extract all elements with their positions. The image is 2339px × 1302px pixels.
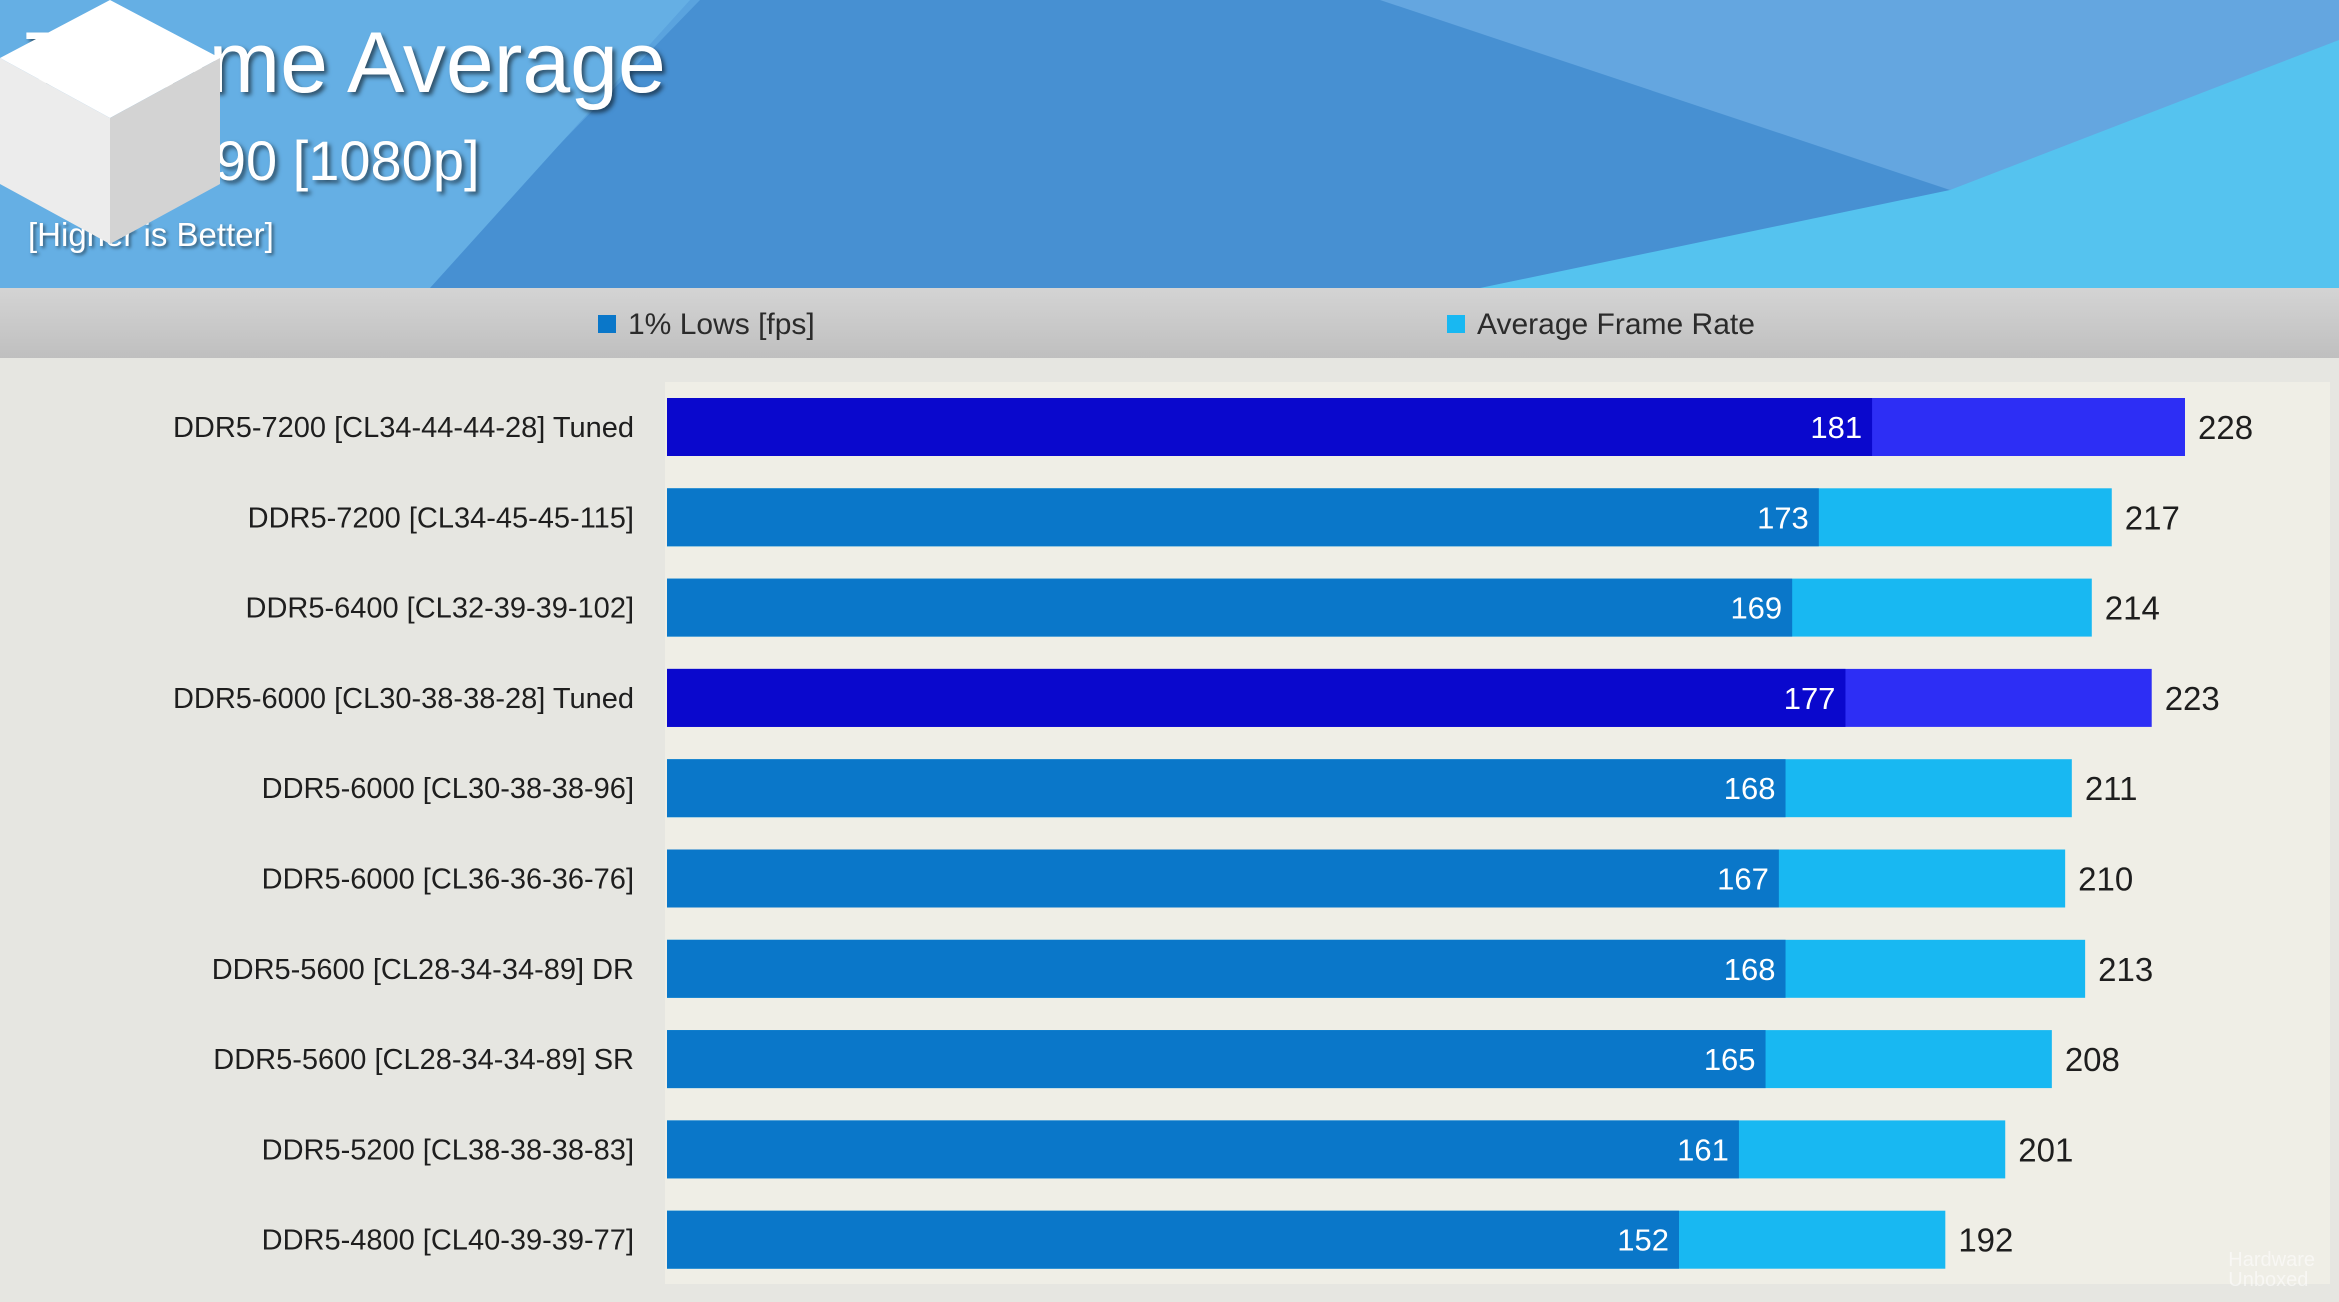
data-label-average: 192 xyxy=(1958,1222,2013,1259)
bar-row: DDR5-6000 [CL30-38-38-96] 168 211 xyxy=(262,759,2138,818)
legend-label-average: Average Frame Rate xyxy=(1477,308,1755,341)
data-label-average: 214 xyxy=(2105,590,2160,627)
category-label: DDR5-6000 [CL30-38-38-96] xyxy=(262,773,634,805)
category-label: DDR5-7200 [CL34-44-44-28] Tuned xyxy=(173,412,634,444)
data-label-lows: 169 xyxy=(1730,591,1782,626)
bar-row: DDR5-7200 [CL34-45-45-115] 173 217 xyxy=(248,488,2180,547)
chart-header: 7 Game Average RTX 4090 [1080p] [Higher … xyxy=(0,0,2339,288)
watermark-line-2: Unboxed xyxy=(2228,1269,2309,1291)
bar-row: DDR5-6000 [CL36-36-36-76] 167 210 xyxy=(262,849,2133,908)
data-label-lows: 177 xyxy=(1784,681,1836,716)
bar-row: DDR5-6400 [CL32-39-39-102] 169 214 xyxy=(246,578,2160,637)
category-label: DDR5-5600 [CL28-34-34-89] SR xyxy=(213,1044,634,1076)
bar-lows xyxy=(667,1210,1679,1269)
data-label-lows: 152 xyxy=(1617,1223,1669,1258)
bar-row: DDR5-5600 [CL28-34-34-89] DR 168 213 xyxy=(212,939,2153,998)
bar-lows xyxy=(667,759,1786,818)
bar-row: DDR5-6000 [CL30-38-38-28] Tuned 177 223 xyxy=(173,668,2220,727)
header-background xyxy=(0,0,2339,288)
data-label-lows: 167 xyxy=(1717,862,1769,897)
data-label-average: 223 xyxy=(2165,680,2220,717)
chart-note: [Higher is Better] xyxy=(28,216,274,253)
category-label: DDR5-6000 [CL30-38-38-28] Tuned xyxy=(173,683,634,715)
data-label-average: 201 xyxy=(2018,1131,2073,1168)
watermark-line-1: Hardware xyxy=(2228,1249,2315,1271)
data-label-average: 210 xyxy=(2078,861,2133,898)
data-label-lows: 165 xyxy=(1704,1042,1756,1077)
legend-label-lows: 1% Lows [fps] xyxy=(628,308,815,341)
data-label-average: 228 xyxy=(2198,409,2253,446)
data-label-lows: 161 xyxy=(1677,1132,1729,1167)
data-label-average: 208 xyxy=(2065,1041,2120,1078)
data-label-lows: 173 xyxy=(1757,500,1809,535)
legend-swatch-average xyxy=(1447,315,1465,333)
category-label: DDR5-7200 [CL34-45-45-115] xyxy=(248,502,634,534)
bar-lows xyxy=(667,578,1793,637)
data-label-average: 217 xyxy=(2125,499,2180,536)
bar-lows xyxy=(667,849,1779,908)
bar-lows xyxy=(667,488,1819,547)
bar-row: DDR5-5200 [CL38-38-38-83] 161 201 xyxy=(262,1120,2073,1179)
bar-lows xyxy=(667,398,1873,456)
bar-lows xyxy=(667,939,1786,998)
category-label: DDR5-4800 [CL40-39-39-77] xyxy=(262,1225,634,1257)
data-label-average: 211 xyxy=(2085,770,2138,807)
legend: 1% Lows [fps] Average Frame Rate xyxy=(0,288,2339,358)
bar-row: DDR5-7200 [CL34-44-44-28] Tuned 181 228 xyxy=(173,398,2253,456)
category-label: DDR5-5600 [CL28-34-34-89] DR xyxy=(212,954,634,986)
bar-row: DDR5-5600 [CL28-34-34-89] SR 165 208 xyxy=(213,1030,2120,1089)
legend-item-lows: 1% Lows [fps] xyxy=(598,308,815,342)
bar-lows xyxy=(667,1120,1739,1179)
data-label-average: 213 xyxy=(2098,951,2153,988)
bar-row: DDR5-4800 [CL40-39-39-77] 152 192 xyxy=(262,1210,2013,1269)
legend-swatch-lows xyxy=(598,315,616,333)
cube-logo-icon xyxy=(0,0,220,244)
category-label: DDR5-6400 [CL32-39-39-102] xyxy=(246,593,635,625)
category-label: DDR5-5200 [CL38-38-38-83] xyxy=(262,1134,634,1166)
category-label: DDR5-6000 [CL36-36-36-76] xyxy=(262,864,634,896)
data-label-lows: 168 xyxy=(1724,952,1776,987)
legend-item-average: Average Frame Rate xyxy=(1447,308,1755,342)
bar-lows xyxy=(667,668,1846,727)
bar-lows xyxy=(667,1030,1766,1089)
watermark: Hardware Unboxed xyxy=(2228,1250,2315,1290)
data-label-lows: 168 xyxy=(1724,771,1776,806)
data-label-lows: 181 xyxy=(1810,410,1862,445)
